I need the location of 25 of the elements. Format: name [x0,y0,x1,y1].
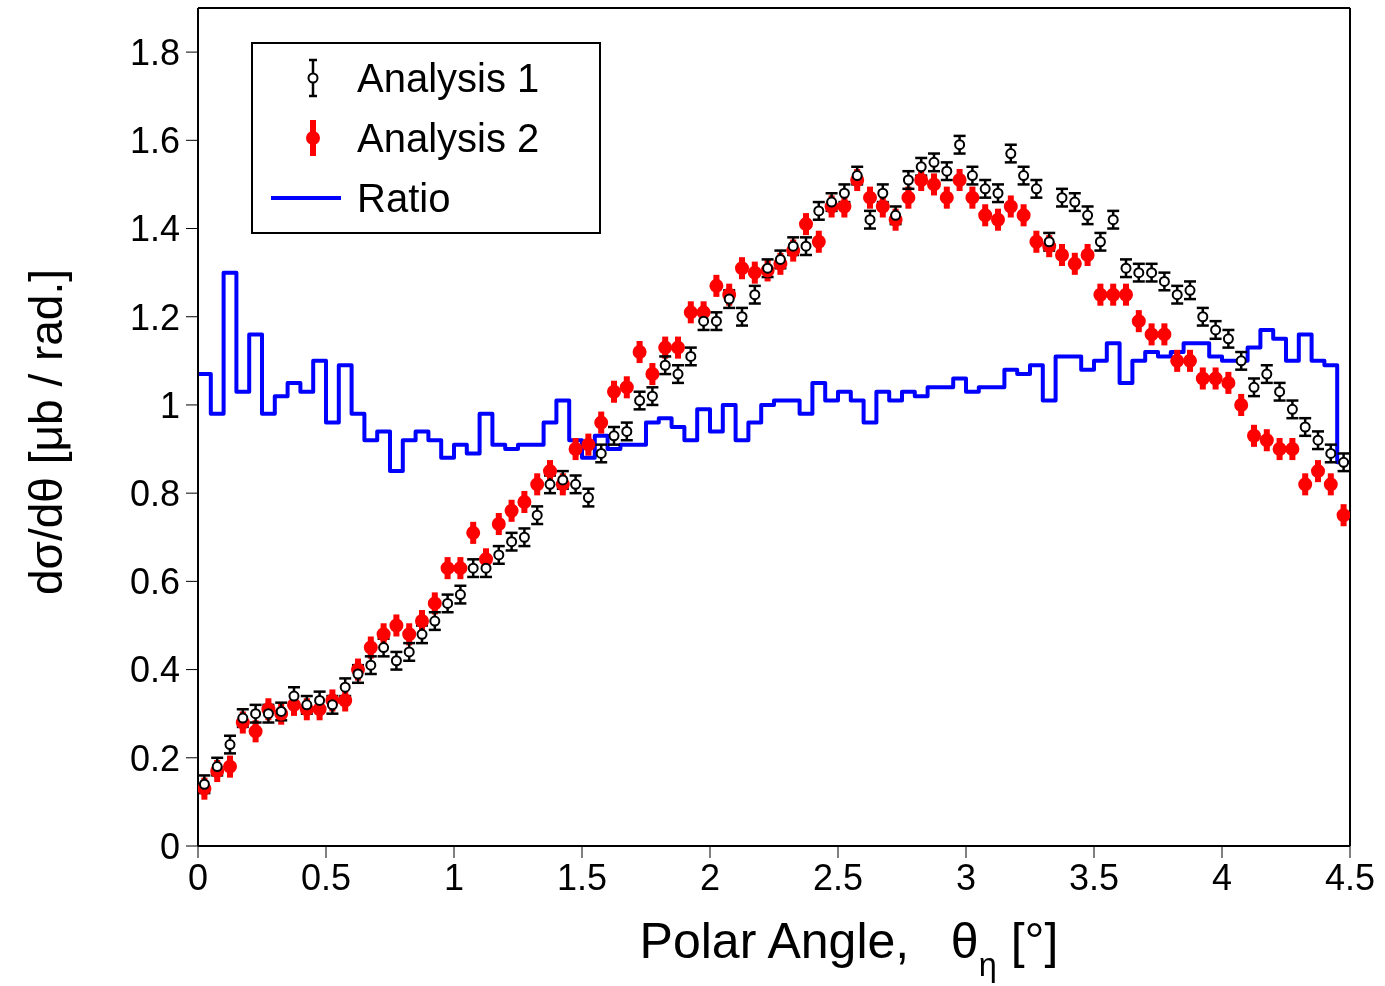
legend-label: Analysis 2 [357,115,540,160]
x-tick-label: 1.5 [556,856,608,898]
x-tick-label: 4.5 [1324,856,1376,898]
x-tick-label: 0 [187,856,209,898]
y-tick-label: 0.6 [129,561,180,603]
y-tick-label: 0.4 [129,649,180,691]
legend-label: Ratio [357,175,451,220]
x-tick-label: 0.5 [300,856,352,898]
y-tick-label: 1 [159,384,180,426]
x-axis-title: Polar Angle, θ$_{η}$ [°] [639,913,1059,983]
x-tick-label: 2 [699,856,721,898]
y-tick-label: 1.2 [129,296,180,338]
legend-label: Analysis 1 [357,55,540,100]
x-tick-label: 4 [1211,856,1233,898]
x-tick-label: 1 [443,856,465,898]
y-tick-label: 1.8 [129,31,180,73]
y-tick-label: 1.6 [129,120,180,162]
y-tick-label: 0.8 [129,472,180,514]
x-tick-label: 2.5 [812,856,864,898]
y-tick-label: 0.2 [129,737,180,779]
y-tick-label: 1.4 [129,208,180,250]
x-tick-label: 3 [955,856,977,898]
y-axis-title: dσ/dθ [μb / rad.] [20,269,72,595]
x-tick-label: 3.5 [1068,856,1120,898]
y-tick-label: 0 [159,825,180,867]
